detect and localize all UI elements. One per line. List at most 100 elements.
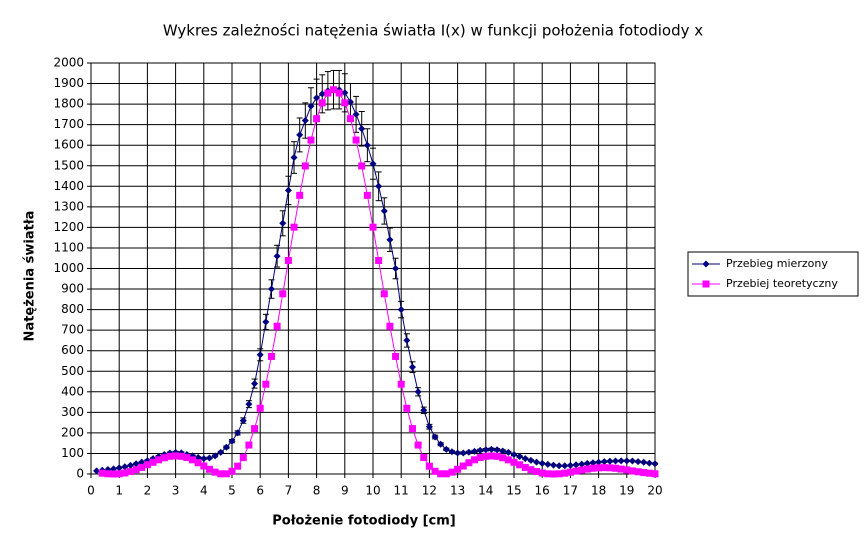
data-point bbox=[645, 459, 653, 467]
data-point bbox=[533, 458, 541, 466]
data-point bbox=[273, 322, 281, 330]
data-point bbox=[380, 290, 388, 298]
data-point bbox=[448, 448, 456, 456]
data-point bbox=[358, 125, 366, 133]
data-point bbox=[617, 465, 625, 473]
data-point bbox=[437, 440, 445, 448]
data-point bbox=[544, 470, 552, 478]
data-point bbox=[538, 459, 546, 467]
x-tick-label: 10 bbox=[365, 484, 380, 498]
data-point bbox=[104, 470, 112, 478]
data-point bbox=[476, 454, 484, 462]
data-point bbox=[352, 110, 360, 118]
data-point bbox=[408, 425, 416, 433]
data-point bbox=[578, 466, 586, 474]
legend-marker bbox=[702, 280, 710, 288]
data-point bbox=[279, 290, 287, 298]
data-point bbox=[358, 162, 366, 170]
x-tick-label: 2 bbox=[144, 484, 152, 498]
data-point bbox=[572, 461, 580, 469]
data-point bbox=[245, 441, 253, 449]
data-point bbox=[222, 443, 230, 451]
data-point bbox=[471, 447, 479, 455]
data-point bbox=[262, 318, 270, 326]
data-point bbox=[561, 462, 569, 470]
x-tick-label: 18 bbox=[591, 484, 606, 498]
data-point bbox=[397, 380, 405, 388]
data-point bbox=[375, 182, 383, 190]
data-point bbox=[205, 454, 213, 462]
y-tick-label: 1300 bbox=[53, 199, 84, 213]
data-point bbox=[516, 453, 524, 461]
data-point bbox=[442, 470, 450, 478]
data-point bbox=[549, 461, 557, 469]
data-point bbox=[234, 462, 242, 470]
data-point bbox=[205, 465, 213, 473]
data-point bbox=[634, 458, 642, 466]
chart-title: Wykres zależności natężenia światła I(x)… bbox=[163, 22, 703, 40]
data-point bbox=[290, 223, 298, 231]
data-point bbox=[583, 459, 591, 467]
data-point bbox=[115, 470, 123, 478]
data-point bbox=[589, 464, 597, 472]
data-point bbox=[465, 448, 473, 456]
y-tick-label: 900 bbox=[61, 282, 84, 296]
data-point bbox=[566, 468, 574, 476]
data-point bbox=[408, 363, 416, 371]
data-point bbox=[369, 160, 377, 168]
data-point bbox=[533, 468, 541, 476]
x-tick-label: 1 bbox=[115, 484, 123, 498]
data-point bbox=[380, 207, 388, 215]
data-point bbox=[318, 99, 326, 107]
data-point bbox=[149, 458, 157, 466]
data-point bbox=[386, 236, 394, 244]
y-tick-label: 300 bbox=[61, 405, 84, 419]
data-point bbox=[172, 452, 180, 460]
data-point bbox=[341, 89, 349, 97]
data-point bbox=[527, 466, 535, 474]
data-point bbox=[228, 437, 236, 445]
data-point bbox=[217, 470, 225, 478]
y-tick-label: 1900 bbox=[53, 76, 84, 90]
x-tick-label: 15 bbox=[506, 484, 521, 498]
y-tick-label: 700 bbox=[61, 323, 84, 337]
data-point bbox=[392, 265, 400, 272]
x-tick-label: 11 bbox=[394, 484, 409, 498]
data-point bbox=[284, 186, 292, 194]
data-point bbox=[132, 460, 140, 468]
y-tick-label: 1600 bbox=[53, 138, 84, 152]
data-point bbox=[211, 452, 219, 460]
data-point bbox=[267, 352, 275, 360]
data-point bbox=[296, 131, 304, 139]
data-point bbox=[606, 457, 614, 465]
y-tick-label: 1400 bbox=[53, 179, 84, 193]
data-point bbox=[572, 467, 580, 475]
data-point bbox=[121, 463, 129, 471]
data-point bbox=[352, 136, 360, 144]
data-point bbox=[262, 380, 270, 388]
data-point bbox=[544, 460, 552, 468]
x-tick-label: 12 bbox=[422, 484, 437, 498]
data-point bbox=[595, 464, 603, 472]
data-point bbox=[313, 115, 321, 123]
data-point bbox=[324, 89, 332, 97]
x-tick-label: 8 bbox=[313, 484, 321, 498]
data-point bbox=[645, 469, 653, 477]
data-point bbox=[301, 162, 309, 170]
data-point bbox=[256, 351, 264, 359]
data-point bbox=[239, 417, 247, 425]
data-point bbox=[211, 468, 219, 476]
data-point bbox=[160, 454, 168, 462]
data-point bbox=[555, 470, 563, 478]
data-point bbox=[126, 468, 134, 476]
data-point bbox=[471, 456, 479, 464]
y-tick-label: 100 bbox=[61, 446, 84, 460]
data-point bbox=[392, 352, 400, 360]
data-point bbox=[499, 454, 507, 462]
data-point bbox=[234, 429, 242, 437]
data-point bbox=[561, 469, 569, 477]
data-point bbox=[346, 98, 354, 106]
x-tick-label: 9 bbox=[341, 484, 349, 498]
data-point bbox=[414, 441, 422, 449]
